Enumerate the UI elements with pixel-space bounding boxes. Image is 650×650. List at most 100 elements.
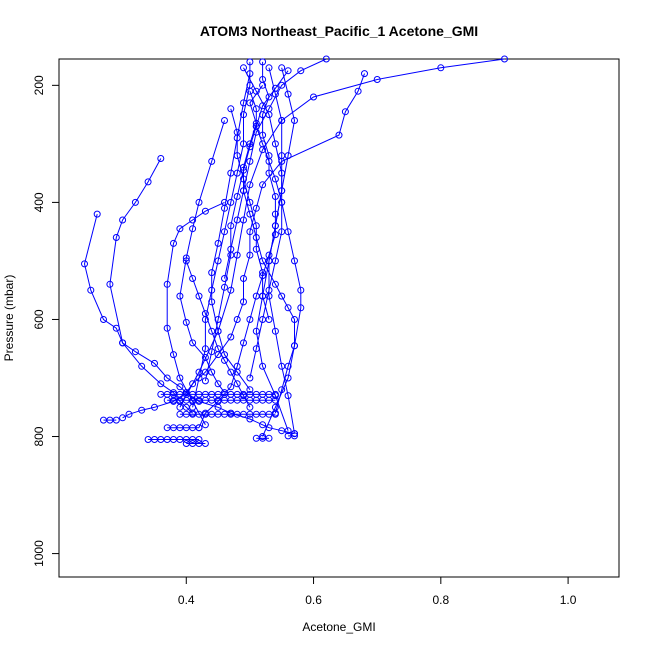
data-point [170,239,177,247]
data-point [291,342,298,350]
data-point [246,316,254,323]
data-point [195,424,203,432]
data-point [259,269,267,277]
data-point [240,187,247,195]
series-line [249,91,302,437]
data-point [189,216,197,224]
data-point [233,216,241,224]
profile-series-2 [81,210,298,438]
data-point [265,434,273,442]
data-point [252,105,260,113]
data-point [227,286,235,294]
data-point [201,440,209,447]
y-tick-label: 400 [32,192,46,212]
data-point [246,415,254,423]
series-line [204,70,289,382]
profile-series-3 [240,81,298,417]
data-point [271,327,279,335]
data-point [265,157,273,165]
data-point [214,239,222,247]
data-point [157,155,165,162]
data-point [221,228,228,236]
y-tick-label: 1000 [32,540,46,567]
data-point [119,339,127,347]
data-point [119,414,127,422]
data-point [291,316,298,323]
data-point [271,84,279,92]
data-point [297,304,305,312]
data-point [246,58,254,66]
y-tick-label: 600 [32,309,46,329]
data-point [246,228,254,236]
data-point [125,410,133,418]
data-point [252,345,260,353]
data-point [170,351,177,359]
data-point [119,216,127,224]
data-point [284,152,292,160]
data-point [221,283,228,291]
data-point [271,193,279,200]
data-point [246,181,254,189]
profile-series-23 [163,424,203,432]
data-point [233,316,241,323]
data-point [157,380,165,388]
data-point [201,377,209,385]
data-point [240,339,247,347]
data-point [252,204,260,212]
data-point [93,210,101,218]
data-point [291,430,298,438]
profile-series-8 [176,117,228,397]
data-point [252,222,260,230]
data-point [195,436,203,443]
data-point [227,383,235,391]
data-point [252,122,260,130]
data-point [189,380,197,388]
data-point [271,257,279,265]
data-point [195,292,203,300]
data-point [271,396,279,404]
data-point [246,386,254,394]
series-line [179,58,505,408]
data-point [291,117,298,124]
data-point [373,76,381,83]
y-tick-label: 200 [32,75,46,95]
data-point [221,275,228,282]
y-axis-label: Pressure (mbar) [2,275,16,362]
profile-series-20 [163,396,279,404]
series-line [192,61,251,408]
data-point [284,304,292,312]
data-point [259,76,267,83]
data-point [176,225,184,233]
data-point [208,327,216,335]
data-point [112,416,120,424]
data-point [189,275,197,282]
profile-series-21 [176,410,279,418]
data-point [259,316,267,323]
data-point [501,55,508,63]
x-axis-label: Acetone_GMI [302,620,375,634]
data-point [176,374,184,382]
series-line [243,85,295,414]
profile-series-5 [189,58,254,411]
data-point [284,90,292,98]
data-point [246,251,254,259]
data-point [240,99,247,107]
data-point [233,380,241,388]
data-point [201,421,209,429]
series-line [255,67,289,431]
data-point [240,111,247,119]
data-point [297,67,305,75]
data-point [240,275,247,282]
x-tick-label: 1.0 [560,593,577,607]
data-point [322,55,330,63]
data-point [214,380,222,388]
data-point [259,146,267,154]
data-point [271,403,279,411]
profile-series-1 [119,70,368,422]
profile-series-22 [144,436,203,443]
data-point [176,383,184,391]
plot-frame [58,58,620,578]
data-point [81,260,88,268]
data-point [278,64,286,72]
data-point [246,157,254,165]
